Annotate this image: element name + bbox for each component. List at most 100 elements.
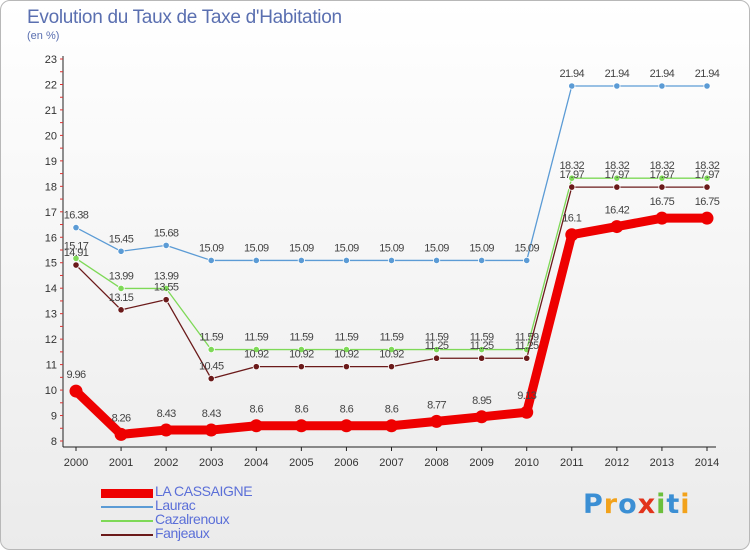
data-point-laurac <box>613 82 621 90</box>
chart-title: Evolution du Taux de Taxe d'Habitation <box>27 7 342 28</box>
y-tick-label: 17 <box>45 207 57 219</box>
data-label-cazalrenoux: 11.59 <box>289 332 313 344</box>
data-point-la-cassaigne <box>294 419 308 433</box>
data-point-cazalrenoux <box>207 345 215 354</box>
y-tick-label: 12 <box>45 334 57 346</box>
data-label-la-cassaigne: 9.13 <box>517 390 536 402</box>
data-point-cazalrenoux <box>252 345 260 354</box>
data-label-la-cassaigne: 16.75 <box>650 196 675 208</box>
y-tick-label: 16 <box>45 232 57 244</box>
data-label-fanjeaux: 13.15 <box>109 292 134 304</box>
data-point-fanjeaux <box>658 183 666 191</box>
data-point-la-cassaigne <box>430 414 444 428</box>
data-label-fanjeaux: 10.92 <box>379 349 404 361</box>
data-point-fanjeaux <box>207 375 215 383</box>
legend-label: Fanjeaux <box>155 525 210 541</box>
data-label-fanjeaux: 10.92 <box>244 349 269 361</box>
x-tick-label: 2011 <box>560 457 584 469</box>
data-point-la-cassaigne <box>565 228 579 242</box>
data-label-la-cassaigne: 8.43 <box>157 408 176 420</box>
data-label-cazalrenoux: 11.59 <box>425 332 449 344</box>
data-label-la-cassaigne: 16.42 <box>605 205 630 217</box>
data-point-laurac <box>162 241 170 250</box>
data-label-la-cassaigne: 8.77 <box>427 399 446 411</box>
data-point-cazalrenoux <box>162 284 170 293</box>
x-tick-label: 2014 <box>695 457 719 469</box>
data-label-fanjeaux: 17.97 <box>605 169 630 181</box>
data-point-la-cassaigne <box>475 410 489 424</box>
data-label-cazalrenoux: 18.32 <box>605 160 630 172</box>
data-label-laurac: 15.09 <box>379 242 404 254</box>
y-tick-label: 21 <box>45 105 57 117</box>
data-point-cazalrenoux <box>342 345 351 354</box>
data-point-la-cassaigne <box>339 419 353 433</box>
data-point-la-cassaigne <box>385 419 398 433</box>
y-tick-label: 14 <box>45 283 57 295</box>
data-label-laurac: 21.94 <box>560 68 585 80</box>
y-tick-label: 11 <box>46 360 57 372</box>
x-tick-label: 2007 <box>379 457 403 469</box>
logo-letter: t <box>666 489 681 520</box>
data-point-cazalrenoux <box>117 284 125 293</box>
data-label-laurac: 15.09 <box>514 242 539 254</box>
data-label-fanjeaux: 10.92 <box>334 349 359 361</box>
data-label-laurac: 15.45 <box>109 233 134 245</box>
x-tick-label: 2008 <box>424 457 448 469</box>
data-point-cazalrenoux <box>658 174 666 182</box>
data-label-cazalrenoux: 11.59 <box>335 332 359 344</box>
data-label-cazalrenoux: 13.99 <box>109 270 134 282</box>
logo-letter: i <box>680 489 691 520</box>
data-point-fanjeaux <box>117 306 125 314</box>
logo-letter: P <box>583 489 604 520</box>
data-point-laurac <box>387 256 396 265</box>
legend-label: LA CASSAIGNE <box>155 483 253 499</box>
data-label-cazalrenoux: 11.59 <box>199 332 223 344</box>
data-point-cazalrenoux <box>568 174 576 182</box>
legend-swatch <box>101 534 153 536</box>
y-tick-label: 13 <box>45 309 57 321</box>
x-tick-label: 2013 <box>650 457 674 469</box>
data-point-cazalrenoux <box>387 345 396 354</box>
data-point-cazalrenoux <box>297 345 305 354</box>
data-point-la-cassaigne <box>249 419 263 433</box>
proxiti-logo: Proxiti <box>583 489 691 520</box>
data-point-fanjeaux <box>162 296 170 304</box>
data-label-laurac: 21.94 <box>695 68 720 80</box>
data-label-laurac: 15.09 <box>469 242 494 254</box>
y-tick-label: 19 <box>45 156 57 168</box>
x-tick-label: 2002 <box>154 457 178 469</box>
data-label-fanjeaux: 17.97 <box>650 169 675 181</box>
data-point-cazalrenoux <box>432 345 441 354</box>
data-label-cazalrenoux: 11.59 <box>380 332 404 344</box>
data-point-laurac <box>703 82 711 90</box>
data-label-cazalrenoux: 18.32 <box>695 160 720 172</box>
data-point-fanjeaux <box>478 354 486 362</box>
data-point-fanjeaux <box>523 354 531 362</box>
data-label-la-cassaigne: 8.6 <box>340 404 354 416</box>
data-point-cazalrenoux <box>478 345 486 354</box>
data-label-fanjeaux: 10.45 <box>199 361 224 373</box>
data-label-laurac: 15.09 <box>199 242 224 254</box>
data-point-laurac <box>342 256 351 265</box>
data-point-la-cassaigne <box>700 211 714 225</box>
data-label-la-cassaigne: 8.6 <box>295 404 309 416</box>
y-tick-label: 22 <box>45 79 57 91</box>
data-label-la-cassaigne: 8.43 <box>202 408 221 420</box>
data-point-laurac <box>207 256 215 265</box>
data-point-fanjeaux <box>703 183 711 191</box>
data-point-laurac <box>117 247 125 255</box>
y-tick-label: 9 <box>51 411 57 423</box>
x-tick-label: 2004 <box>244 457 268 469</box>
y-tick-label: 8 <box>51 436 57 448</box>
data-label-cazalrenoux: 18.32 <box>650 160 675 172</box>
data-point-la-cassaigne <box>114 427 128 441</box>
data-label-cazalrenoux: 11.59 <box>244 332 268 344</box>
data-label-laurac: 21.94 <box>650 68 675 80</box>
logo-letter: x <box>637 489 657 520</box>
data-label-fanjeaux: 11.25 <box>425 340 449 352</box>
data-label-la-cassaigne: 8.26 <box>112 412 131 424</box>
data-label-laurac: 16.38 <box>64 210 89 222</box>
data-label-la-cassaigne: 8.95 <box>472 395 491 407</box>
data-point-fanjeaux <box>252 363 260 371</box>
